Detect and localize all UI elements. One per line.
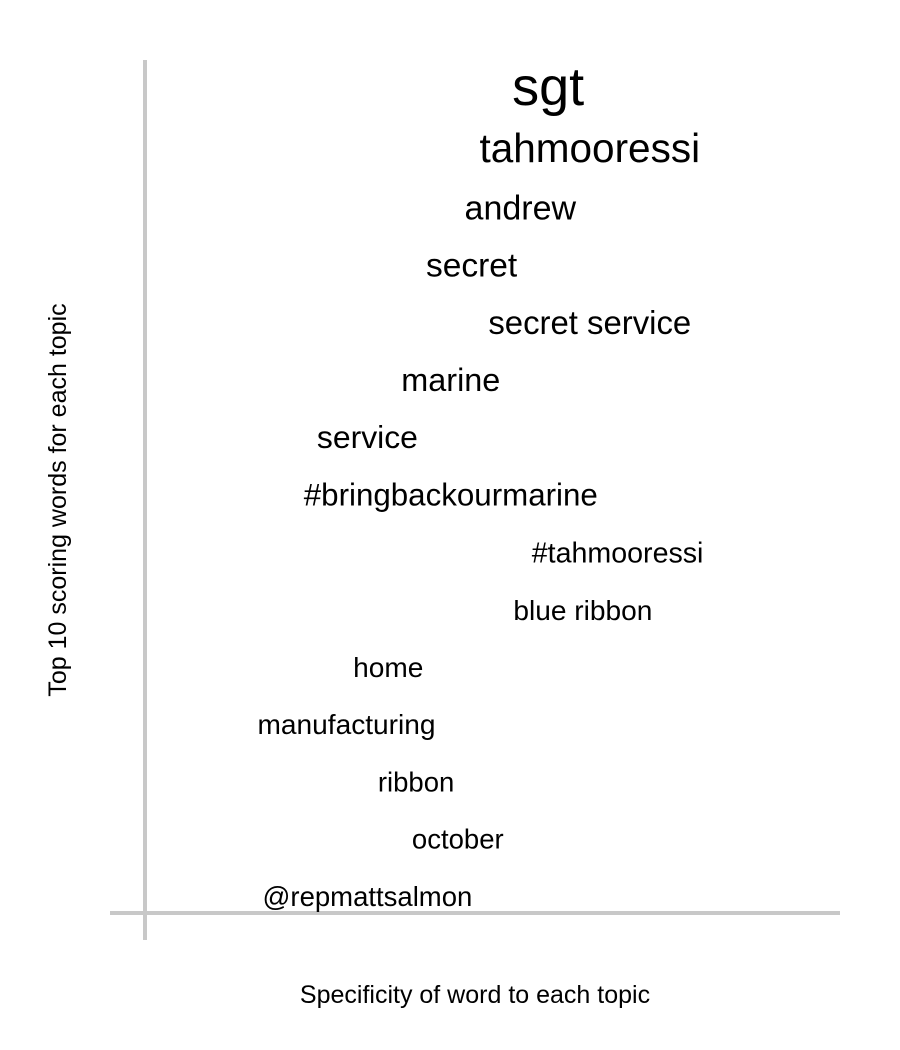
word-label: home	[353, 652, 423, 683]
word-label: #bringbackourmarine	[304, 477, 598, 512]
word-label: #tahmooressi	[532, 538, 704, 570]
word-label: service	[317, 419, 418, 455]
word-label: manufacturing	[257, 709, 435, 740]
word-label: @repmattsalmon	[263, 881, 473, 912]
word-label: secret service	[488, 304, 691, 341]
word-label: sgt	[512, 57, 584, 117]
word-labels: sgt tahmooressi andrew secret secret service…	[257, 57, 703, 912]
y-axis-title: Top 10 scoring words for each topic	[44, 303, 72, 696]
word-label: blue ribbon	[513, 595, 652, 626]
x-axis-title: Specificity of word to each topic	[300, 981, 650, 1009]
word-label: tahmooressi	[479, 125, 700, 171]
word-label: marine	[401, 362, 500, 398]
word-label: ribbon	[378, 766, 454, 797]
word-label: andrew	[465, 189, 577, 227]
word-label: secret	[426, 248, 518, 285]
word-label: october	[412, 824, 504, 855]
